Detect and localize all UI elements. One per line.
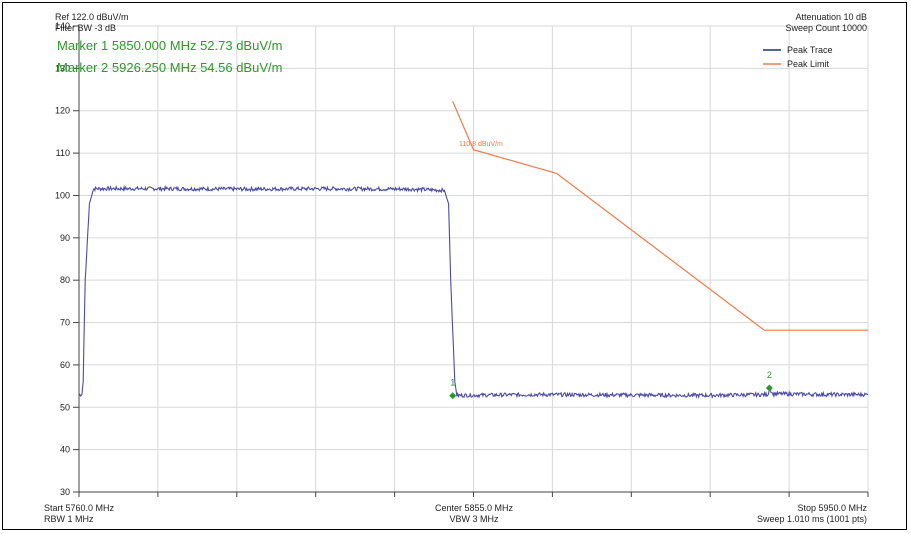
y-tick-label: 40 — [60, 445, 70, 455]
legend: Peak Trace Peak Limit — [763, 45, 833, 69]
y-tick-label: 90 — [60, 233, 70, 243]
marker-2-readout: Marker 2 5926.250 MHz 54.56 dBuV/m — [57, 60, 282, 75]
rbw-label: RBW 1 MHz — [44, 514, 94, 524]
y-tick-label: 110 — [56, 148, 70, 158]
y-tick-label: 80 — [60, 275, 70, 285]
marker-1-point — [449, 392, 457, 400]
y-tick-label: 70 — [60, 318, 70, 328]
y-tick-label: 120 — [55, 106, 70, 116]
attenuation-label: Attenuation 10 dB — [795, 12, 867, 22]
center-frequency-label: Center 5855.0 MHz — [435, 503, 514, 513]
marker-2-point — [765, 384, 773, 392]
y-tick-label: 100 — [55, 190, 70, 200]
peak-limit-line — [452, 101, 868, 331]
marker-1-label: 1 — [450, 378, 455, 388]
filter-bw-label: Filter BW -3 dB — [55, 23, 116, 33]
start-frequency-label: Start 5760.0 MHz — [44, 503, 115, 513]
legend-label-peak-limit: Peak Limit — [787, 59, 830, 69]
y-tick-label: 130 — [55, 63, 70, 73]
sweep-count-label: Sweep Count 10000 — [785, 23, 867, 33]
y-tick-label: 140 — [55, 21, 70, 31]
marker-1-readout: Marker 1 5850.000 MHz 52.73 dBuV/m — [57, 38, 282, 53]
legend-label-peak-trace: Peak Trace — [787, 45, 833, 55]
stop-frequency-label: Stop 5950.0 MHz — [797, 503, 867, 513]
limit-annotation: 110.8 dBuV/m — [459, 141, 503, 148]
vbw-label: VBW 3 MHz — [449, 514, 499, 524]
sweep-time-label: Sweep 1.010 ms (1001 pts) — [757, 514, 867, 524]
ref-level-label: Ref 122.0 dBuV/m — [55, 12, 129, 22]
grid — [78, 25, 869, 493]
y-tick-label: 60 — [60, 360, 70, 370]
y-tick-label: 50 — [60, 402, 70, 412]
y-axis: 140 130 120 110 100 90 80 70 60 50 40 30 — [55, 21, 869, 497]
series-layer — [78, 101, 869, 400]
marker-2-label: 2 — [767, 370, 772, 380]
markers-layer: 12 — [449, 370, 773, 400]
peak-trace-line — [78, 184, 869, 400]
y-tick-label: 30 — [60, 487, 70, 497]
